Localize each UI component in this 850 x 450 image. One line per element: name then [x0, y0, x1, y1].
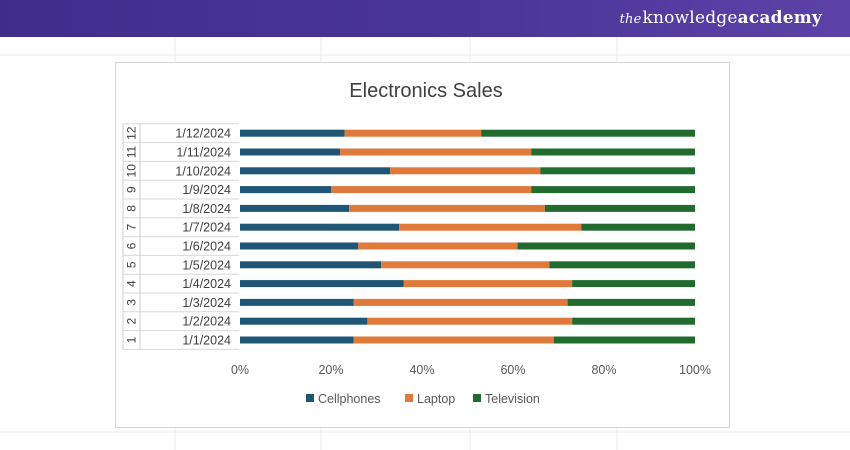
bars [240, 129, 695, 344]
bar-laptop [358, 242, 518, 250]
row-number-label: 1 [125, 336, 139, 343]
bar-cellphones [240, 204, 350, 212]
bar-cellphones [240, 298, 354, 306]
row-number-label: 2 [125, 318, 139, 325]
row-labels: 1 1/1/2024 2 1/2/2024 3 1/3/2024 4 1/4/2024 5 1/5… [125, 126, 232, 347]
row-number-label: 3 [125, 299, 139, 306]
x-axis: 0% 20% 40% 60% 80% 100% [231, 363, 711, 377]
bar-television [481, 129, 695, 137]
legend: Cellphones Laptop Television [306, 392, 540, 406]
bar-laptop [340, 148, 532, 156]
category-label: 1/8/2024 [182, 202, 231, 216]
bar-television [544, 204, 695, 212]
bar-cellphones [240, 129, 345, 137]
legend-label: Cellphones [318, 392, 381, 406]
category-label: 1/4/2024 [182, 277, 231, 291]
x-tick-label: 40% [409, 363, 434, 377]
bar-cellphones [240, 261, 382, 269]
bar-television [517, 242, 695, 250]
bar-television [581, 223, 695, 231]
bar-laptop [353, 336, 554, 344]
bar-cellphones [240, 242, 359, 250]
category-label: 1/9/2024 [182, 183, 231, 197]
legend-label: Laptop [417, 392, 455, 406]
category-label: 1/7/2024 [182, 221, 231, 235]
category-label: 1/3/2024 [182, 296, 231, 310]
row-number-label: 11 [125, 145, 139, 158]
bar-cellphones [240, 223, 400, 231]
chart-title: Electronics Sales [349, 80, 502, 102]
bar-laptop [390, 167, 541, 175]
bar-laptop [331, 186, 532, 194]
stacked-bar-chart: Electronics Sales 1 1/1/2024 2 1/2/2024 3 1/3… [122, 80, 711, 406]
category-label: 1/10/2024 [175, 164, 231, 178]
category-label: 1/2/2024 [182, 315, 231, 329]
row-number-label: 7 [125, 224, 139, 231]
category-label: 1/6/2024 [182, 240, 231, 254]
bar-cellphones [240, 186, 331, 194]
row-number-label: 12 [125, 126, 139, 140]
bar-television [553, 336, 695, 344]
bar-television [572, 280, 695, 288]
bar-cellphones [240, 167, 391, 175]
x-tick-label: 60% [500, 363, 525, 377]
bar-laptop [344, 129, 482, 137]
row-number-label: 4 [125, 280, 139, 287]
legend-swatch-cellphones [306, 394, 314, 402]
category-label: 1/12/2024 [175, 127, 231, 141]
bar-laptop [367, 317, 573, 325]
bar-cellphones [240, 148, 341, 156]
bar-laptop [403, 280, 573, 288]
bar-laptop [349, 204, 545, 212]
row-number-label: 8 [125, 205, 139, 212]
legend-swatch-television [473, 394, 481, 402]
chart-area[interactable]: Electronics Sales 1 1/1/2024 2 1/2/2024 3 1/3… [115, 62, 730, 428]
bar-television [531, 186, 695, 194]
bar-television [531, 148, 695, 156]
row-number-label: 10 [125, 164, 139, 178]
brand-logo[interactable]: theknowledgeacademy [619, 8, 822, 28]
bar-television [540, 167, 695, 175]
header-banner: theknowledgeacademy [0, 0, 850, 37]
row-number-label: 9 [125, 186, 139, 193]
legend-swatch-laptop [405, 394, 413, 402]
bar-television [549, 261, 695, 269]
row-header-table [122, 123, 239, 350]
x-tick-label: 80% [591, 363, 616, 377]
x-tick-label: 100% [679, 363, 711, 377]
bar-laptop [353, 298, 568, 306]
legend-label: Television [485, 392, 540, 406]
bar-television [572, 317, 695, 325]
bar-laptop [381, 261, 550, 269]
bar-television [567, 298, 695, 306]
row-number-label: 5 [125, 261, 139, 268]
category-label: 1/5/2024 [182, 258, 231, 272]
bar-laptop [399, 223, 582, 231]
bar-cellphones [240, 317, 368, 325]
x-tick-label: 20% [318, 363, 343, 377]
bar-cellphones [240, 280, 404, 288]
x-tick-label: 0% [231, 363, 249, 377]
category-label: 1/11/2024 [176, 146, 231, 160]
category-label: 1/1/2024 [182, 334, 231, 348]
row-number-label: 6 [125, 242, 139, 249]
bar-cellphones [240, 336, 354, 344]
